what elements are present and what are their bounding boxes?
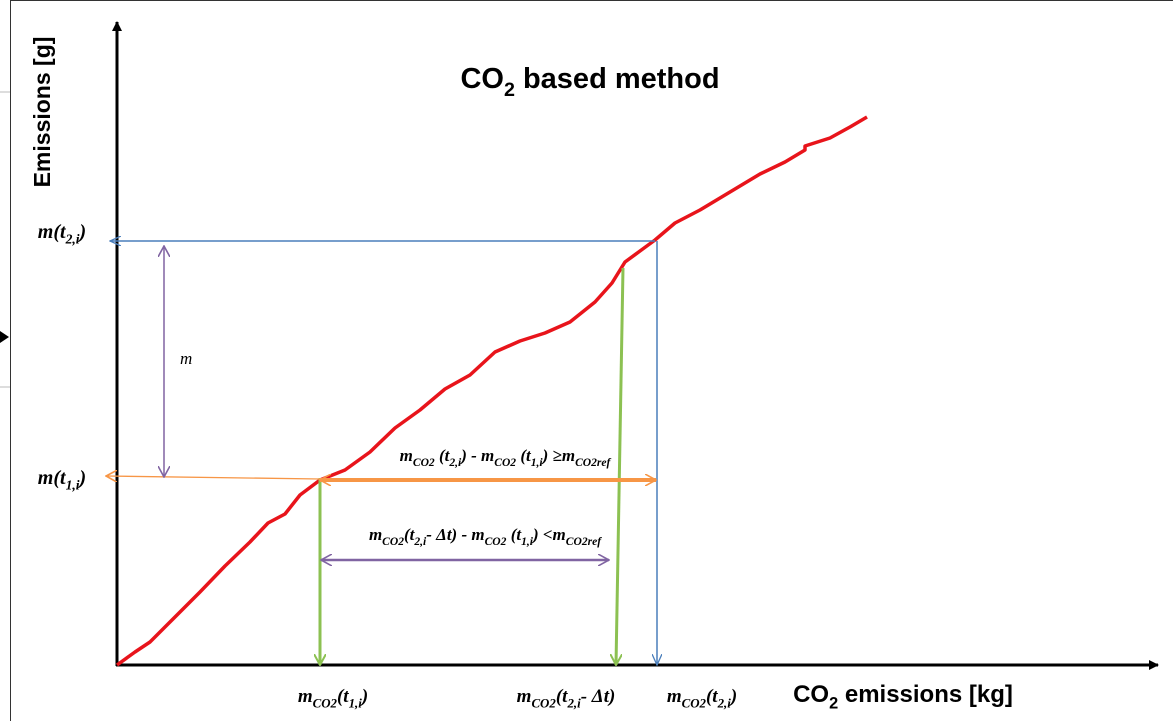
x-label: mCO2(t2,i- Δt)	[517, 686, 616, 710]
subscript: 2,i	[566, 695, 581, 710]
y-label: m(t2,i)	[38, 221, 86, 247]
subscript: CO2	[413, 456, 435, 469]
subscript: 2	[829, 695, 838, 713]
text-part: m	[400, 446, 413, 465]
text-part: (t	[506, 525, 522, 544]
y-label: m(t1,i)	[38, 467, 86, 493]
text-part: m	[667, 686, 682, 707]
subscript: CO2ref	[575, 456, 611, 469]
text-part: m	[369, 525, 382, 544]
m-label: m	[180, 349, 192, 368]
annotation: mCO2(t2,i- Δt) - mCO2 (t1,i) <mCO2ref	[369, 525, 602, 548]
x-label: mCO2(t2,i)	[667, 686, 737, 710]
x-axis-label: CO2 emissions [kg]	[793, 681, 1013, 713]
subscript: CO2	[494, 456, 516, 469]
subscript: 1,i	[66, 478, 80, 493]
y-axis-label: Emissions [g]	[29, 37, 55, 188]
subscript: CO2	[531, 695, 556, 710]
subscript: CO2ref	[566, 535, 602, 548]
text-part: )	[78, 221, 87, 243]
text-part: )	[729, 686, 737, 707]
subscript: 2,i	[717, 695, 732, 710]
emission-curve	[115, 115, 868, 667]
annotation: mCO2 (t2,i) - mCO2 (t1,i) ≥mCO2ref	[400, 446, 612, 469]
text-part: )	[78, 467, 87, 489]
text-part: (t	[706, 686, 718, 707]
green-right	[616, 267, 625, 665]
subscript: CO2	[682, 695, 707, 710]
text-part: m(t	[38, 221, 67, 243]
text-part: CO	[460, 63, 504, 95]
text-part: (t	[435, 446, 451, 465]
text-part: ) <m	[531, 525, 566, 544]
title: CO2 based method	[460, 63, 719, 101]
text-part: CO	[793, 681, 829, 708]
text-part: (t	[404, 525, 416, 544]
text-part: m	[298, 686, 313, 707]
x-label: mCO2(t1,i)	[298, 686, 368, 710]
subscript: 1,i	[349, 695, 363, 710]
text-part: (t	[337, 686, 349, 707]
orange-pointer	[106, 476, 321, 479]
text-part: m	[517, 686, 532, 707]
subscript: CO2	[313, 695, 338, 710]
text-part: based method	[515, 63, 720, 95]
subscript: 2,i	[448, 456, 462, 469]
text-part: (t	[556, 686, 568, 707]
text-part: (t	[516, 446, 532, 465]
text-part: - Δt) - m	[426, 525, 484, 544]
subscript: 2	[504, 79, 515, 101]
subscript: 2,i	[413, 535, 427, 548]
text-part: m(t	[38, 467, 67, 489]
text-part: )	[360, 686, 368, 707]
text-part: emissions [kg]	[838, 681, 1013, 708]
subscript: 1,i	[531, 456, 544, 469]
text-part: - Δt)	[581, 686, 616, 707]
subscript: CO2	[485, 535, 507, 548]
subscript: 2,i	[65, 232, 80, 247]
subscript: CO2	[382, 535, 404, 548]
text-part: ) ≥m	[541, 446, 575, 465]
text-part: ) - m	[459, 446, 494, 465]
subscript: 1,i	[521, 535, 534, 548]
